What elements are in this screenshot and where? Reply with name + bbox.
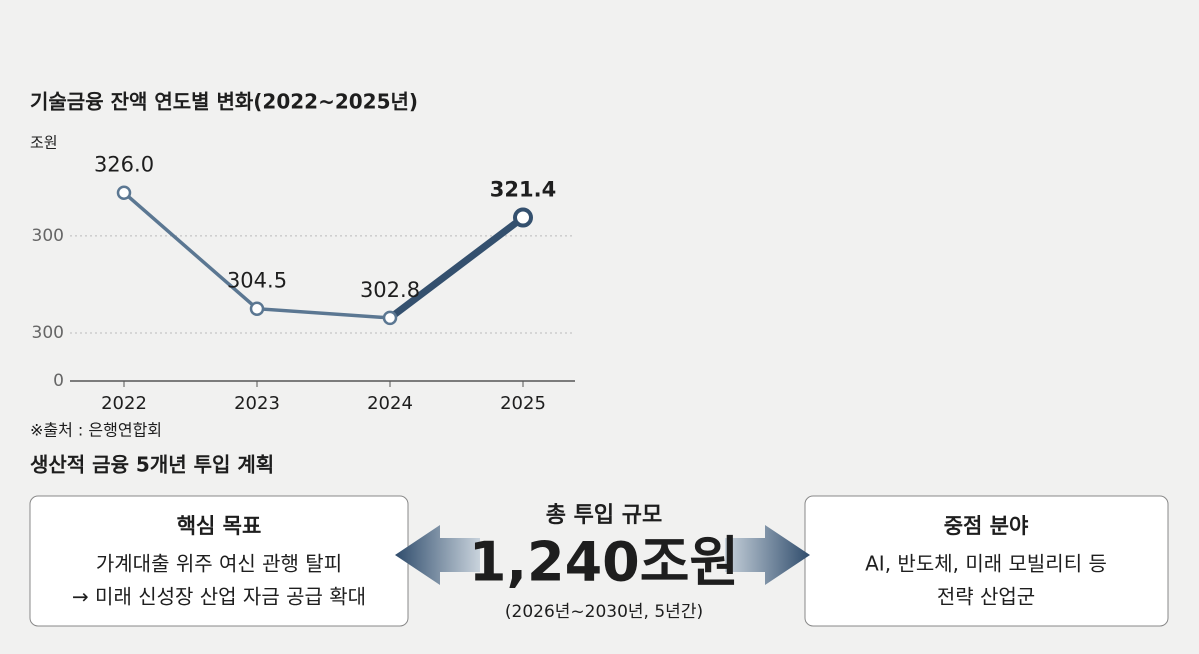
data-label: 321.4: [490, 178, 556, 202]
marker: [382, 310, 398, 326]
right-heading: 중점 분야: [944, 514, 1029, 538]
data-label: 304.5: [227, 269, 287, 293]
total-amount: 1,240조원: [469, 531, 739, 594]
y-tick-label: 300: [32, 226, 64, 246]
right-box: [804, 495, 1169, 627]
x-tick-label: 2022: [101, 393, 147, 414]
highlight-segment: [386, 214, 527, 322]
marker: [116, 185, 132, 200]
left-arrow: [395, 525, 480, 585]
line: [122, 191, 525, 320]
y-axis-label: 조원: [30, 134, 58, 152]
x-tick-label: 2025: [500, 393, 546, 414]
x-tick-label: 2024: [367, 393, 413, 414]
x-tick-label: 2023: [234, 393, 280, 414]
y-tick-label: 0: [53, 371, 64, 391]
right-arrow: [725, 525, 810, 585]
right-line: 전략 산업군: [937, 585, 1035, 609]
chart-title: 기술금융 잔액 연도별 변화(2022~2025년): [30, 90, 418, 114]
left-line: 가계대출 위주 여신 관행 탈피: [96, 552, 342, 576]
plan-title: 생산적 금융 5개년 투입 계획: [30, 453, 274, 477]
data-label: 302.8: [360, 278, 420, 302]
period: (2026년~2030년, 5년간): [505, 602, 703, 622]
data-label: 326.0: [94, 153, 154, 177]
source: ※출처 : 은행연합회: [30, 421, 162, 440]
left-line: → 미래 신성장 산업 자금 공급 확대: [72, 585, 366, 609]
y-tick-label: 300: [32, 323, 64, 343]
marker: [513, 207, 533, 228]
left-heading: 핵심 목표: [177, 514, 262, 538]
center-heading: 총 투입 규모: [546, 503, 663, 528]
right-line: AI, 반도체, 미래 모빌리티 등: [865, 552, 1107, 576]
marker: [249, 301, 265, 316]
